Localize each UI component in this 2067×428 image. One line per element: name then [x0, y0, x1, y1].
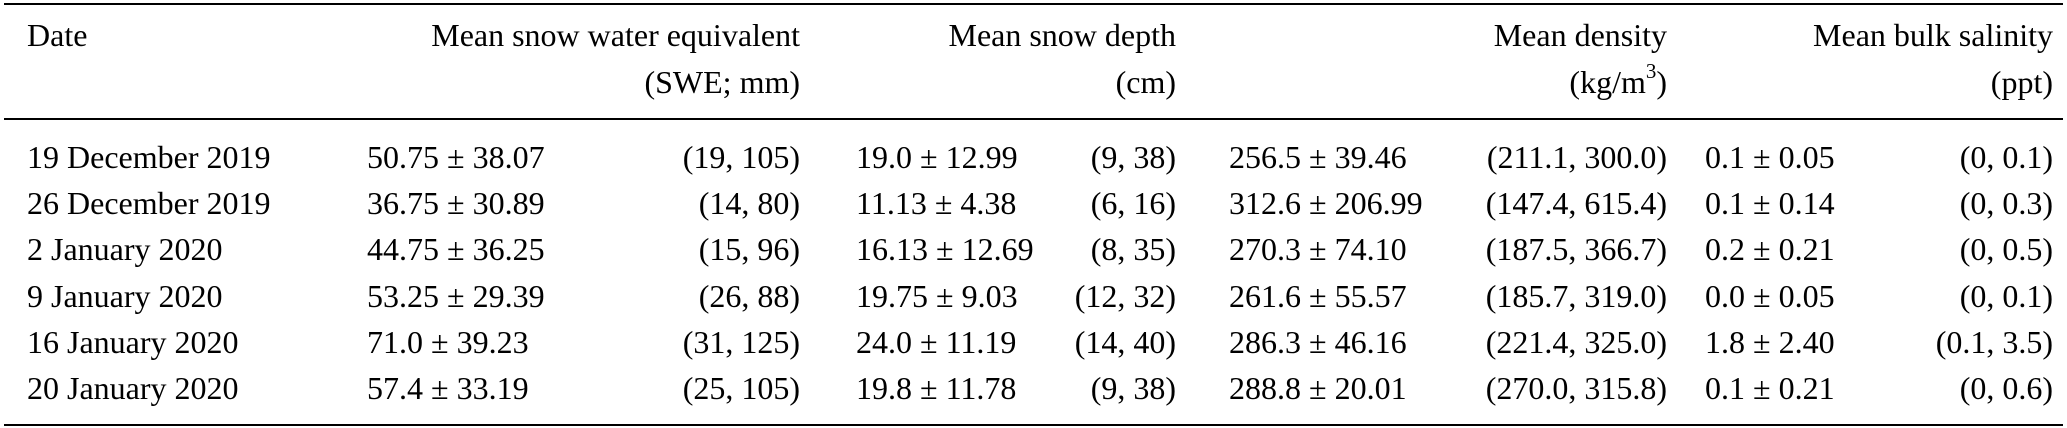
cell-salinity-range: (0, 0.6) — [1959, 370, 2053, 406]
cell-date: 26 December 2019 — [27, 185, 271, 221]
cell-swe-range: (26, 88) — [698, 278, 800, 314]
cell-date: 2 January 2020 — [27, 231, 223, 267]
cell-depth: 19.0 ± 12.99 — [856, 139, 1018, 175]
cell-density-range: (147.4, 615.4) — [1485, 185, 1667, 221]
cell-salinity: 0.1 ± 0.21 — [1705, 370, 1835, 406]
cell-density-range: (270.0, 315.8) — [1485, 370, 1667, 406]
cell-swe-range: (14, 80) — [698, 185, 800, 221]
cell-swe: 36.75 ± 30.89 — [367, 185, 545, 221]
cell-depth: 19.8 ± 11.78 — [856, 370, 1017, 406]
cell-swe-range: (25, 105) — [682, 370, 800, 406]
cell-salinity: 1.8 ± 2.40 — [1705, 324, 1835, 360]
cell-density: 270.3 ± 74.10 — [1229, 231, 1407, 267]
cell-density-range: (187.5, 366.7) — [1485, 231, 1667, 267]
top-rule — [4, 3, 2063, 5]
header-swe-line2: (SWE; mm) — [644, 64, 800, 100]
cell-salinity-range: (0, 0.1) — [1959, 139, 2053, 175]
cell-date: 20 January 2020 — [27, 370, 239, 406]
cell-swe: 71.0 ± 39.23 — [367, 324, 529, 360]
cell-density: 288.8 ± 20.01 — [1229, 370, 1407, 406]
cell-date: 19 December 2019 — [27, 139, 271, 175]
cell-depth: 24.0 ± 11.19 — [856, 324, 1017, 360]
cell-swe-range: (15, 96) — [698, 231, 800, 267]
cell-density-range: (185.7, 319.0) — [1485, 278, 1667, 314]
cell-density: 312.6 ± 206.99 — [1229, 185, 1423, 221]
cell-density: 286.3 ± 46.16 — [1229, 324, 1407, 360]
header-salinity-line2: (ppt) — [1990, 64, 2053, 100]
cell-swe: 44.75 ± 36.25 — [367, 231, 545, 267]
cell-swe-range: (19, 105) — [682, 139, 800, 175]
cell-date: 16 January 2020 — [27, 324, 239, 360]
header-salinity-line1: Mean bulk salinity — [1813, 17, 2053, 53]
header-rule — [4, 118, 2063, 120]
header-density-line2: (kg/m3) — [1569, 59, 1667, 100]
cell-salinity: 0.2 ± 0.21 — [1705, 231, 1835, 267]
cell-density: 261.6 ± 55.57 — [1229, 278, 1407, 314]
cell-density-range: (221.4, 325.0) — [1485, 324, 1667, 360]
bottom-rule — [4, 424, 2063, 426]
cell-salinity-range: (0, 0.3) — [1959, 185, 2053, 221]
cell-depth-range: (9, 38) — [1090, 139, 1176, 175]
cell-salinity-range: (0, 0.1) — [1959, 278, 2053, 314]
cell-salinity: 0.0 ± 0.05 — [1705, 278, 1835, 314]
header-depth-line1: Mean snow depth — [948, 17, 1176, 53]
cell-depth-range: (8, 35) — [1090, 231, 1176, 267]
cell-swe-range: (31, 125) — [682, 324, 800, 360]
cell-swe: 53.25 ± 29.39 — [367, 278, 545, 314]
cell-swe: 50.75 ± 38.07 — [367, 139, 545, 175]
cell-salinity-range: (0, 0.5) — [1959, 231, 2053, 267]
cell-salinity-range: (0.1, 3.5) — [1935, 324, 2053, 360]
cell-depth-range: (9, 38) — [1090, 370, 1176, 406]
cell-salinity: 0.1 ± 0.05 — [1705, 139, 1835, 175]
cell-depth-range: (12, 32) — [1074, 278, 1176, 314]
cell-depth: 16.13 ± 12.69 — [856, 231, 1034, 267]
header-depth-line2: (cm) — [1115, 64, 1176, 100]
header-density-line1: Mean density — [1493, 17, 1667, 53]
cell-depth: 11.13 ± 4.38 — [856, 185, 1017, 221]
cell-depth-range: (6, 16) — [1090, 185, 1176, 221]
cell-depth: 19.75 ± 9.03 — [856, 278, 1018, 314]
cell-density-range: (211.1, 300.0) — [1486, 139, 1667, 175]
cell-density: 256.5 ± 39.46 — [1229, 139, 1407, 175]
cell-date: 9 January 2020 — [27, 278, 223, 314]
cell-swe: 57.4 ± 33.19 — [367, 370, 529, 406]
header-date: Date — [27, 17, 88, 53]
cell-salinity: 0.1 ± 0.14 — [1705, 185, 1835, 221]
cell-depth-range: (14, 40) — [1074, 324, 1176, 360]
header-swe-line1: Mean snow water equivalent — [431, 17, 800, 53]
